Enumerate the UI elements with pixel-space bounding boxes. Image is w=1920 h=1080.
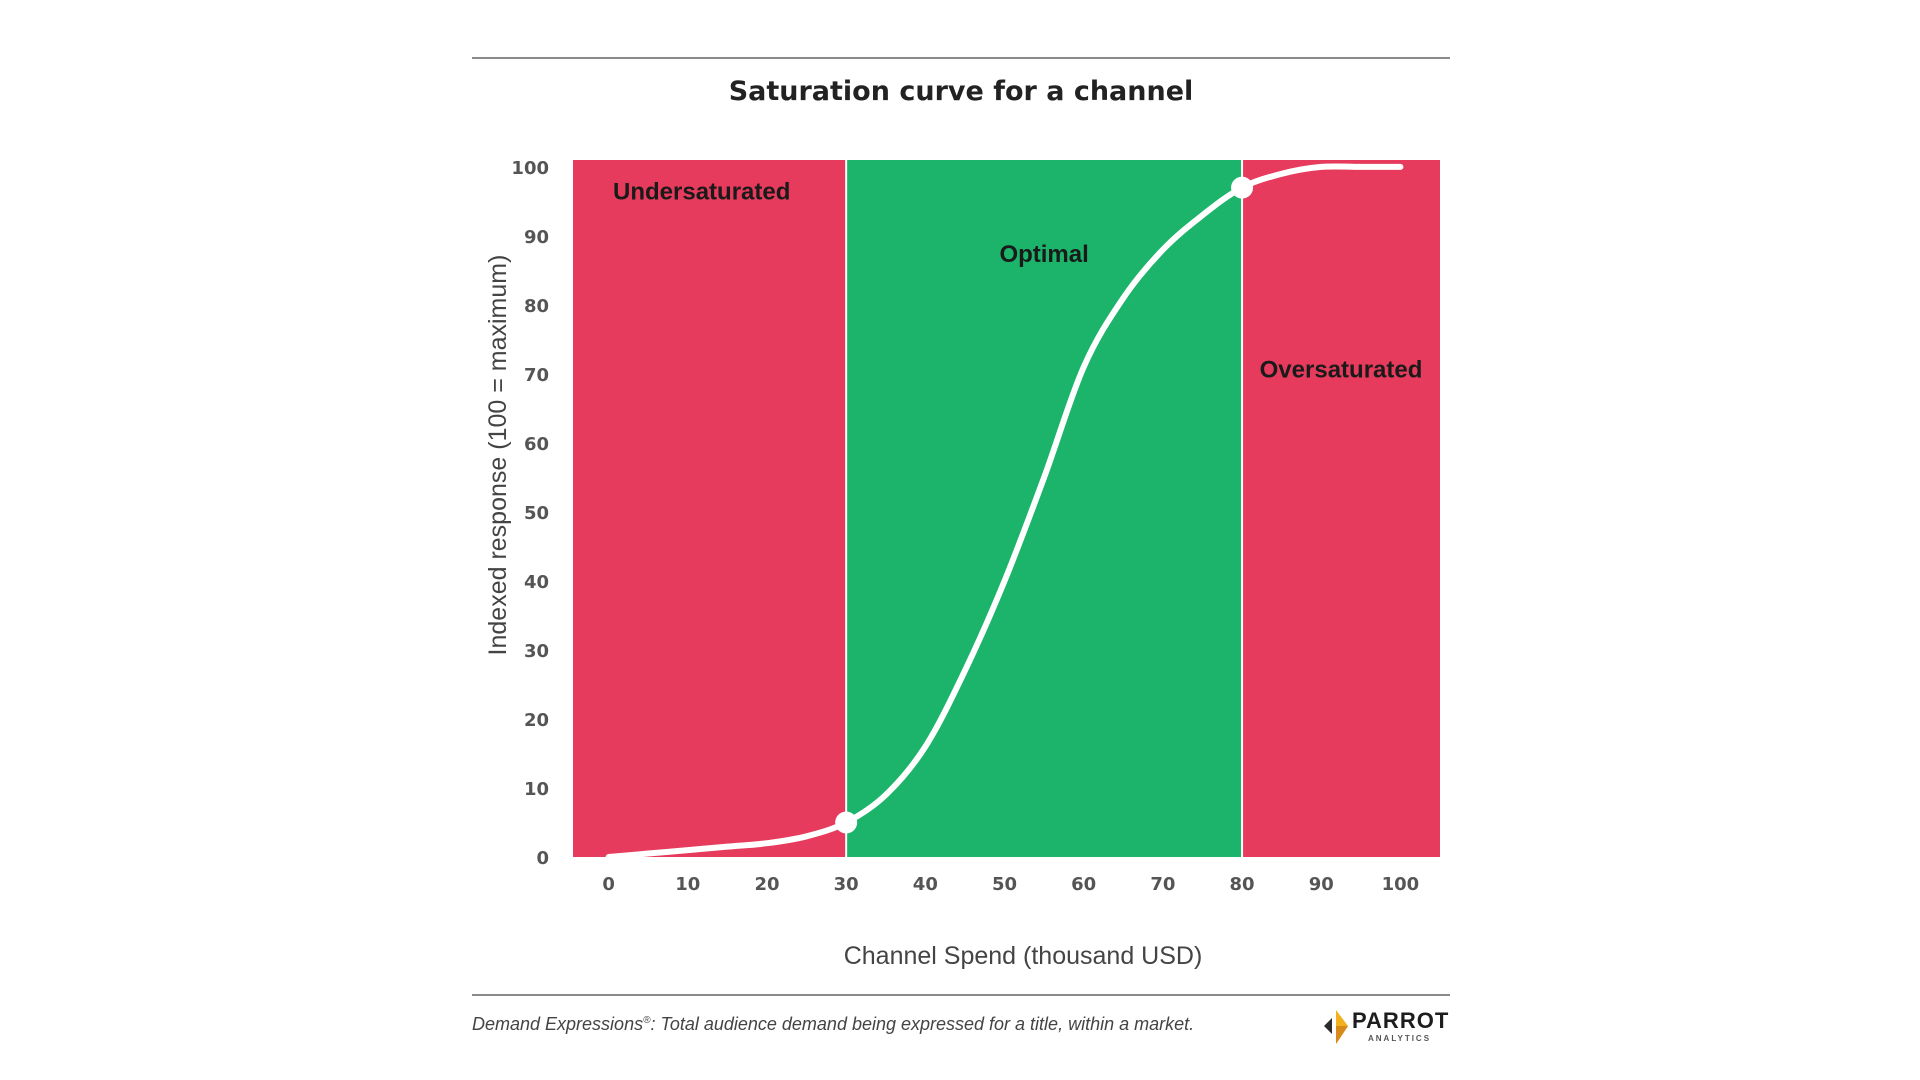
region-optimal: [846, 160, 1243, 857]
y-tick-label: 40: [524, 572, 549, 593]
y-tick-label: 0: [536, 848, 549, 869]
y-tick-label: 10: [524, 779, 549, 800]
x-tick-label: 40: [913, 874, 938, 895]
x-tick-label: 10: [675, 874, 700, 895]
x-tick-label: 90: [1309, 874, 1334, 895]
saturation-curve-line: [605, 163, 1404, 860]
y-tick-label: 100: [511, 158, 549, 179]
ticks-layer: 0 10 20 30 40 50 60 70 80 90 100 0 10 20 30 40 50 60 70 80 9…: [511, 158, 1419, 895]
y-tick-label: 60: [524, 434, 549, 455]
y-tick-label: 80: [524, 296, 549, 317]
curve-marker-1: [835, 811, 858, 834]
x-tick-label: 0: [602, 874, 615, 895]
region-undersaturated: [573, 160, 847, 857]
regions-layer: Undersaturated Optimal Oversaturated: [573, 160, 1440, 857]
footer-definition: : Total audience demand being expressed …: [650, 1014, 1195, 1034]
footer-note: Demand Expressions®: Total audience dema…: [472, 1014, 1194, 1035]
region-oversaturated: [1242, 160, 1440, 857]
logo-wordmark: PARROT: [1352, 1008, 1450, 1033]
bottom-divider: [472, 994, 1450, 996]
x-axis-label: Channel Spend (thousand USD): [844, 942, 1203, 970]
y-tick-label: 20: [524, 710, 549, 731]
logo-subtitle: ANALYTICS: [1368, 1034, 1432, 1043]
region-label-undersaturated: Undersaturated: [613, 178, 790, 205]
y-tick-label: 50: [524, 503, 549, 524]
top-divider: [472, 57, 1450, 59]
region-label-optimal: Optimal: [999, 241, 1088, 268]
saturation-chart: Undersaturated Optimal Oversaturated 0 10 20…: [484, 158, 1440, 970]
x-tick-label: 20: [754, 874, 779, 895]
parrot-analytics-logo: PARROT ANALYTICS: [1322, 1002, 1462, 1052]
footer-term: Demand Expressions: [472, 1014, 644, 1034]
region-label-oversaturated: Oversaturated: [1260, 356, 1423, 383]
registered-mark: ®: [643, 1015, 651, 1026]
curve-marker-2: [1231, 176, 1254, 199]
curve-layer: [605, 163, 1404, 860]
parrot-logo-icon: [1324, 1010, 1348, 1044]
y-tick-label: 30: [524, 641, 549, 662]
x-tick-label: 70: [1150, 874, 1175, 895]
x-tick-label: 60: [1071, 874, 1096, 895]
x-tick-label: 30: [834, 874, 859, 895]
y-axis-label: Indexed response (100 = maximum): [484, 255, 512, 656]
y-tick-label: 90: [524, 227, 549, 248]
x-tick-label: 100: [1382, 874, 1420, 895]
x-tick-label: 80: [1230, 874, 1255, 895]
chart-title: Saturation curve for a channel: [728, 76, 1194, 107]
x-tick-label: 50: [992, 874, 1017, 895]
y-tick-label: 70: [524, 365, 549, 386]
